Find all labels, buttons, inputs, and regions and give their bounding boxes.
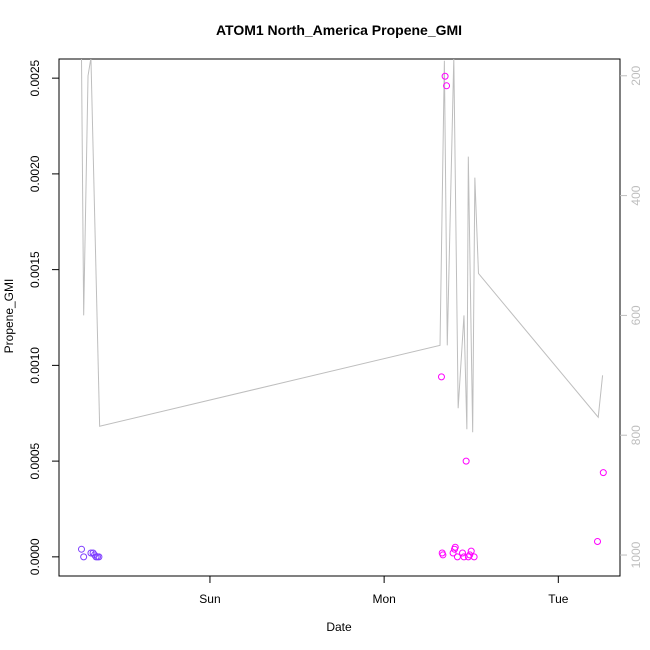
data-point [594,538,602,546]
data-point [439,551,447,559]
data-point [87,549,95,557]
data-point [453,553,461,561]
x-axis-label: Date [326,620,352,634]
y-tick-label: 0.0010 [28,347,42,384]
line-layer [81,59,604,433]
data-point [599,469,607,477]
data-point [441,72,449,80]
data-point [451,543,459,551]
y-tick-label: 0.0005 [28,442,42,479]
plot-frame [58,58,621,577]
y2-tick-label: 1000 [629,541,643,568]
y-tick-label: 0.0025 [28,59,42,96]
point-layer [77,72,607,561]
data-point [466,551,474,559]
data-point [443,82,451,90]
data-point [462,457,470,465]
data-point [80,553,88,561]
y2-tick-label: 200 [629,65,643,85]
y-tick-label: 0.0000 [28,538,42,575]
y-axis-label: Propene_GMI [2,279,16,354]
data-point [77,545,85,553]
chart-title: ATOM1 North_America Propene_GMI [216,22,462,38]
data-point [470,553,478,561]
data-point [437,373,445,381]
y2-tick-label: 600 [629,305,643,325]
y-axis: 0.0000 0.0005 0.0010 0.0015 0.0020 0.0025 [28,59,60,575]
data-point [464,553,472,561]
x-tick-label: Mon [372,592,395,606]
y2-tick-label: 800 [629,425,643,445]
x-tick-label: Tue [548,592,569,606]
y-tick-label: 0.0020 [28,155,42,192]
data-point [467,547,475,555]
secondary-y-axis: 200 400 600 800 1000 [620,65,643,568]
series-line [81,59,604,433]
x-tick-label: Sun [199,592,220,606]
data-point [449,549,457,557]
y2-tick-label: 400 [629,185,643,205]
x-axis: Sun Mon Tue [199,575,569,606]
data-point [95,553,103,561]
y-tick-label: 0.0015 [28,251,42,288]
data-point [459,549,467,557]
